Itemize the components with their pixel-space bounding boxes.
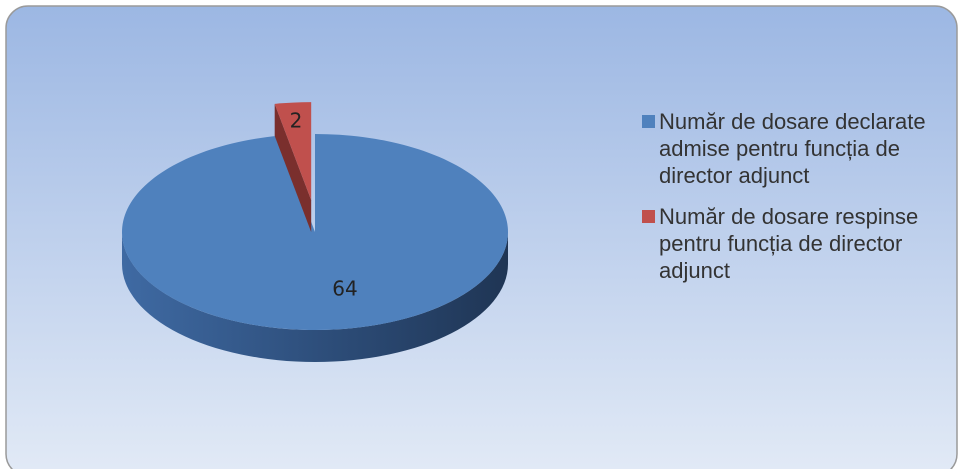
legend-label: Număr de dosare respinse pentru funcția … [659, 204, 919, 283]
data-label: 64 [332, 277, 357, 301]
legend-swatch [642, 210, 655, 223]
legend-entry: Număr de dosare respinse pentru funcția … [642, 203, 962, 284]
legend: Număr de dosare declarate admise pentru … [642, 108, 962, 298]
legend-label: Număr de dosare declarate admise pentru … [659, 109, 926, 188]
slice-side [122, 232, 508, 362]
pie-slice [274, 102, 312, 201]
pie: 64 2 [121, 102, 509, 362]
legend-entry: Număr de dosare declarate admise pentru … [642, 108, 962, 189]
pie-slice [121, 134, 509, 331]
slice-cut-face [274, 103, 312, 233]
data-label: 2 [290, 109, 303, 133]
legend-swatch [642, 115, 655, 128]
